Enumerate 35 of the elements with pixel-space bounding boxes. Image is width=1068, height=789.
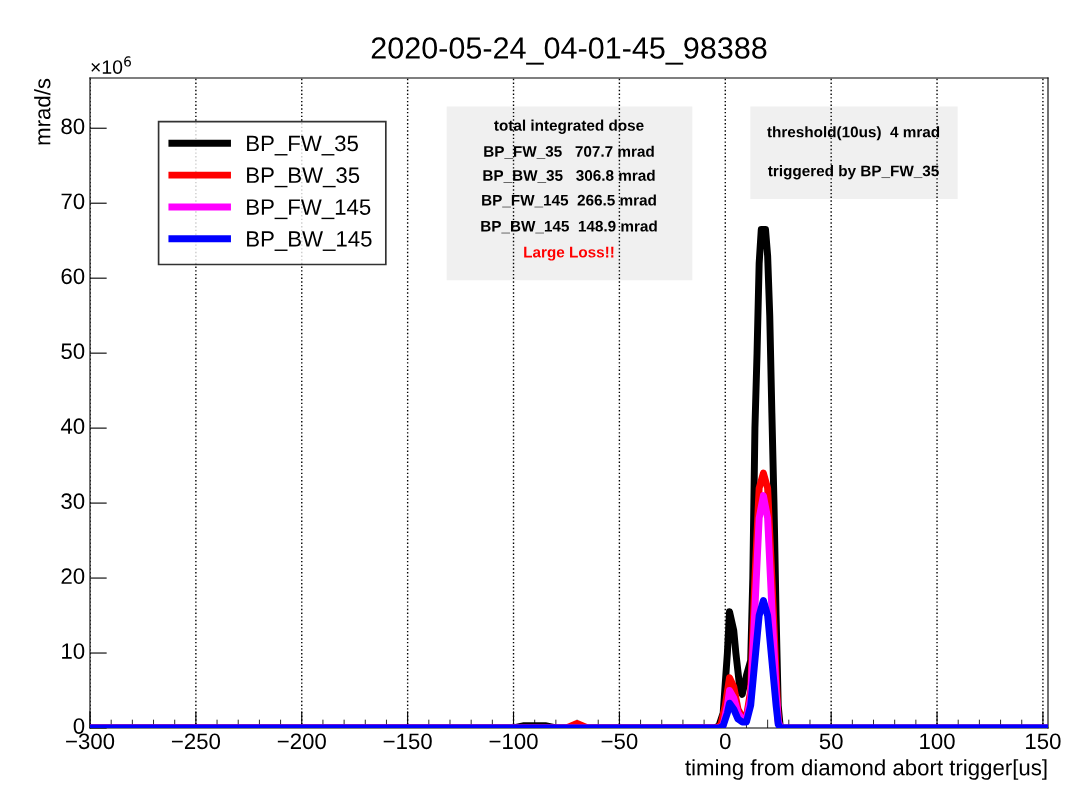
y-tick-label: 30 <box>61 493 85 510</box>
x-tick-label: −50 <box>601 733 638 750</box>
text: ×10$^{6}$ <box>91 56 131 75</box>
x-tick-label: −150 <box>383 733 432 750</box>
y-tick-label: 70 <box>61 193 85 210</box>
x-tick-label: 0 <box>719 733 731 750</box>
x-axis-title: timing from diamond abort trigger[us] <box>685 759 1047 780</box>
y-tick-label: 0 <box>73 718 85 734</box>
x-tick-label: −250 <box>171 733 221 750</box>
annotation: Large Loss!! <box>524 246 614 261</box>
x-tick-label: 150 <box>1026 733 1061 750</box>
annotation: triggered by BP_FW_35 <box>767 165 939 180</box>
chart-title: 2020-05-24_04-01-45_98388 <box>371 37 767 65</box>
annotation: BP_FW_145 266.5 mrad <box>482 194 656 208</box>
y-tick-label: 20 <box>61 568 85 585</box>
annotation: BP_BW_145 148.9 mrad <box>481 220 657 234</box>
y-tick-label: 40 <box>60 418 85 435</box>
x-tick-label: 100 <box>920 733 955 750</box>
legend-label: BP_FW_145 <box>247 199 371 220</box>
annotation: threshold(10us) 4 mrad <box>767 126 940 141</box>
annotation: BP_BW_35 306.8 mrad <box>483 169 655 183</box>
x-tick-label: 50 <box>819 733 843 750</box>
legend-label: BP_FW_35 <box>247 135 358 156</box>
y-tick-label: 60 <box>61 268 85 285</box>
y-tick-label: 50 <box>61 343 85 360</box>
y-tick-label: 10 <box>62 643 85 659</box>
y-tick-label: 80 <box>61 118 85 135</box>
x-tick-label: −300 <box>66 733 115 750</box>
y-axis-title: mrad/s <box>34 78 51 145</box>
annotation: BP_FW_35 707.7 mrad <box>484 145 654 159</box>
legend-label: BP_BW_35 <box>247 167 360 188</box>
annotation: total integrated dose <box>494 119 644 134</box>
x-tick-label: −100 <box>489 733 538 750</box>
legend-label: BP_BW_145 <box>247 231 372 251</box>
x-tick-label: −200 <box>277 733 326 750</box>
